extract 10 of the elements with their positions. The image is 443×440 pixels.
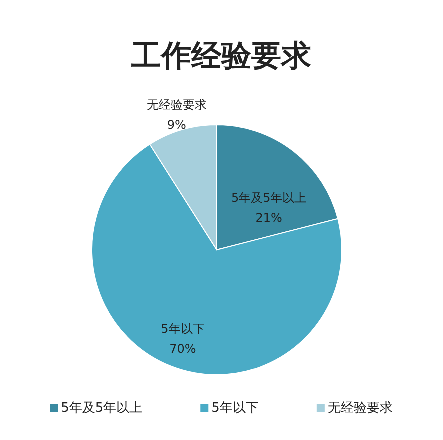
legend-label: 5年以下	[212, 401, 259, 416]
legend-label: 无经验要求	[328, 401, 393, 416]
legend-label: 5年及5年以上	[61, 401, 143, 416]
slice-label: 无经验要求	[146, 98, 207, 112]
slice-label: 5年以下	[161, 322, 205, 336]
chart-title: 工作经验要求	[130, 39, 312, 74]
data-label: 21%	[256, 211, 282, 226]
slice-label: 5年及5年以上	[231, 191, 307, 206]
data-label: 70%	[170, 342, 196, 356]
data-label: 9%	[167, 118, 186, 132]
